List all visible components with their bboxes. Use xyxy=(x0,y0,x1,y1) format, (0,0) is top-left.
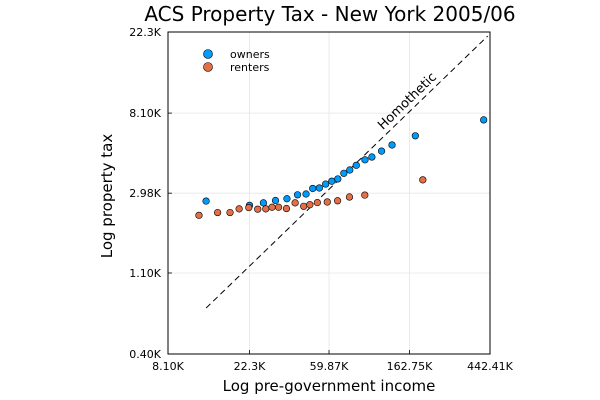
x-tick-label: 8.10K xyxy=(152,360,184,373)
owners-point xyxy=(271,196,280,205)
y-tick-label: 0.40K xyxy=(129,348,161,361)
owners-point xyxy=(334,175,342,183)
chart-title: ACS Property Tax - New York 2005/06 xyxy=(144,2,515,26)
renters-point xyxy=(333,197,342,205)
owners-point xyxy=(480,116,488,124)
renters-point xyxy=(262,205,270,213)
owners-point xyxy=(293,191,302,199)
renters-point xyxy=(226,208,234,217)
owners-point xyxy=(202,197,210,205)
y-tick-label: 1.10K xyxy=(129,267,161,280)
x-axis-label: Log pre-government income xyxy=(223,377,436,395)
legend-label-owners: owners xyxy=(230,48,270,61)
renters-point xyxy=(282,204,291,213)
renters-point xyxy=(291,199,299,207)
legend-marker-owners xyxy=(203,49,213,59)
owners-point xyxy=(322,180,330,188)
owners-point xyxy=(346,166,354,174)
x-tick-label: 22.3K xyxy=(234,360,266,373)
owners-point xyxy=(302,190,310,198)
owners-point xyxy=(368,153,376,161)
axis-ticks: 8.10K 22.3K 59.87K 162.75K 442.41K 0.40K 1.10K… xyxy=(129,26,513,373)
renters-point xyxy=(268,203,276,211)
renters-point xyxy=(213,208,222,217)
owners-point xyxy=(328,177,336,185)
owners-point xyxy=(352,161,360,169)
owners-point xyxy=(411,132,419,140)
renters-point xyxy=(345,193,354,201)
renters-point xyxy=(323,198,331,206)
owners-point xyxy=(340,169,348,177)
x-tick-label: 162.75K xyxy=(387,360,433,373)
x-tick-label: 59.87K xyxy=(310,360,349,373)
renters-point xyxy=(254,205,262,213)
owners-point xyxy=(283,195,291,203)
y-tick-label: 22.3K xyxy=(129,26,161,39)
legend-marker-renters xyxy=(203,62,213,72)
grid xyxy=(167,31,491,355)
homothetic-annotation: Homothetic xyxy=(375,70,440,133)
y-tick-label: 8.10K xyxy=(129,107,161,120)
renters-point xyxy=(419,176,427,184)
data-points xyxy=(195,116,488,219)
renters-point xyxy=(306,201,314,209)
owners-point xyxy=(388,141,396,149)
owners-point xyxy=(309,184,317,193)
renters-point xyxy=(300,202,308,210)
renters-point xyxy=(274,203,283,211)
owners-point xyxy=(315,184,323,192)
renters-point xyxy=(313,198,321,207)
owners-point xyxy=(259,199,268,207)
renters-point xyxy=(195,211,203,219)
owners-point xyxy=(361,156,369,164)
owners-point xyxy=(377,147,386,155)
x-tick-label: 442.41K xyxy=(467,360,513,373)
y-tick-label: 2.98K xyxy=(129,187,161,200)
renters-point xyxy=(235,205,243,213)
renters-point xyxy=(361,191,369,199)
legend-label-renters: renters xyxy=(230,61,270,74)
y-axis-label: Log property tax xyxy=(98,134,116,259)
renters-point xyxy=(245,203,253,212)
